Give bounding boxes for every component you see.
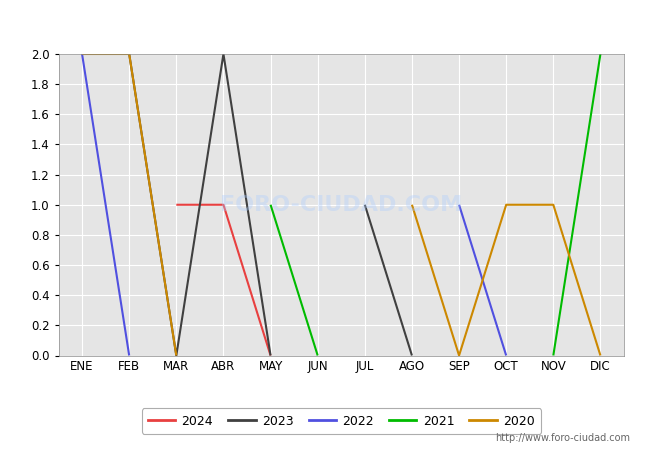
Legend: 2024, 2023, 2022, 2021, 2020: 2024, 2023, 2022, 2021, 2020 <box>142 409 541 434</box>
Text: FORO-CIUDAD.COM: FORO-CIUDAD.COM <box>220 195 462 215</box>
Text: http://www.foro-ciudad.com: http://www.foro-ciudad.com <box>495 433 630 443</box>
Text: Matriculaciones de Vehiculos en Villasrubias: Matriculaciones de Vehiculos en Villasru… <box>142 11 508 29</box>
